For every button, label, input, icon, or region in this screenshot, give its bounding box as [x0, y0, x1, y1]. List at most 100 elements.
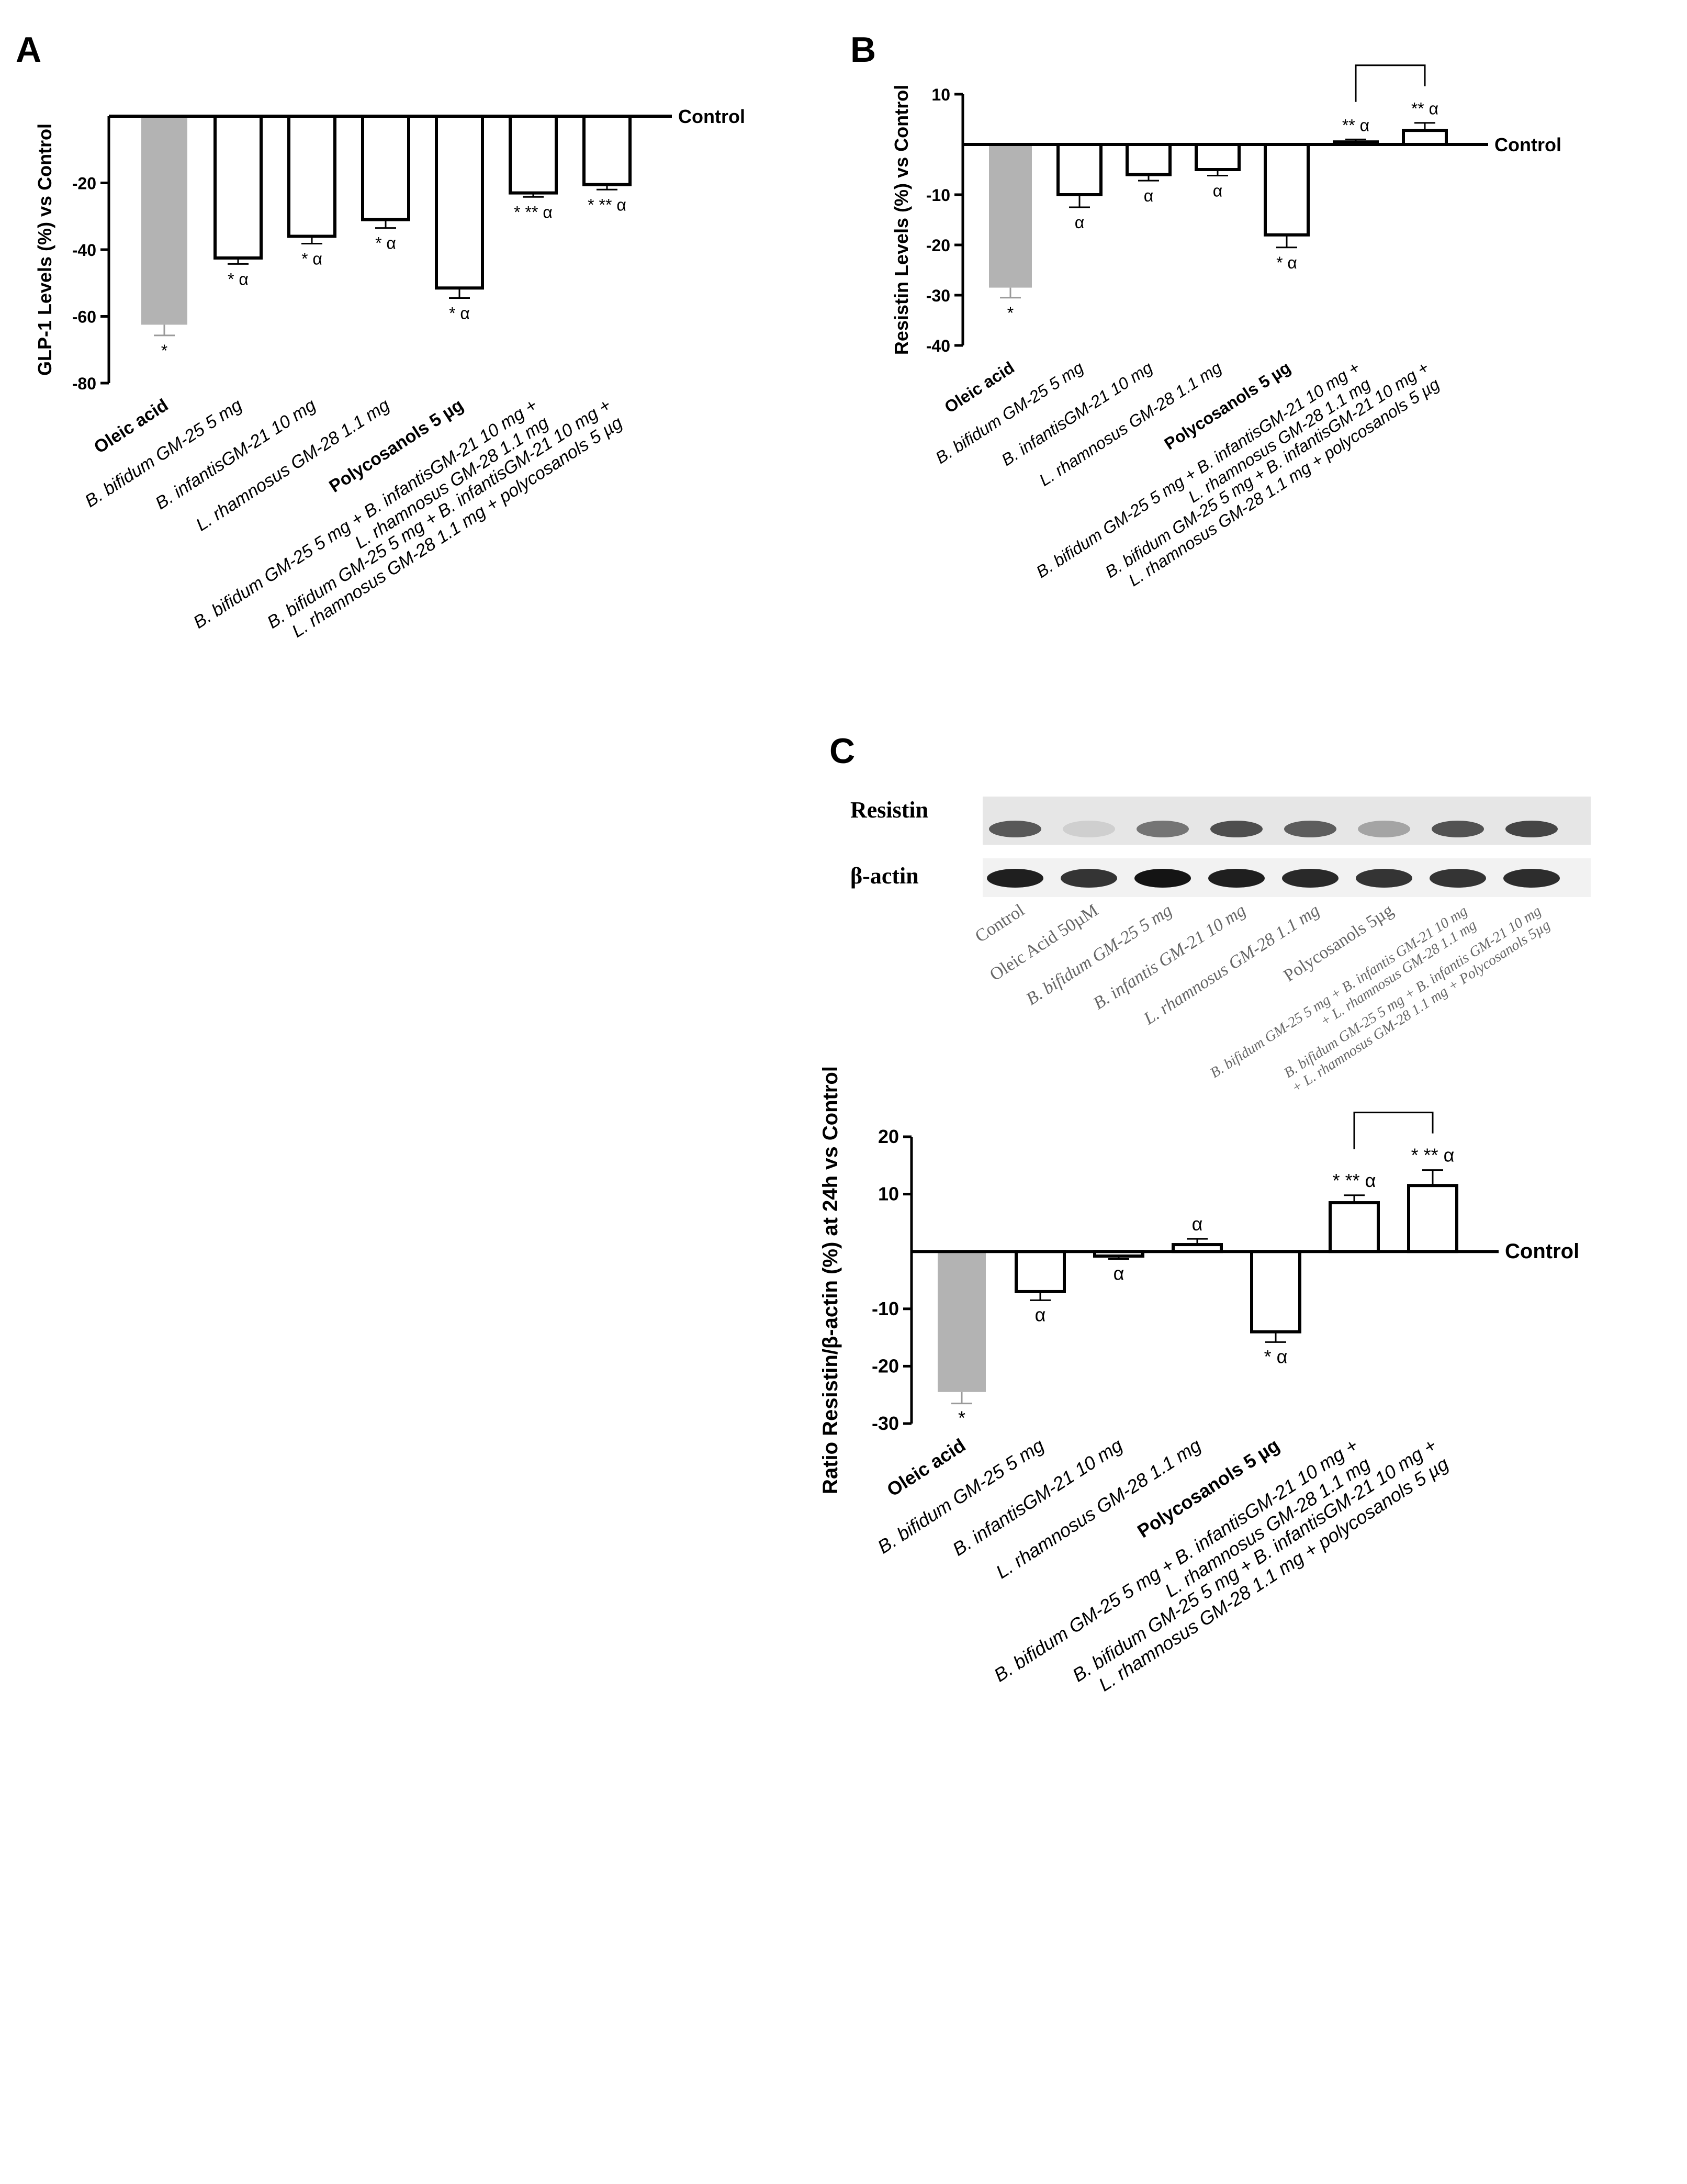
category-label-line: B. bifidum GM-25 5 mg + B. infantisGM-21…	[1069, 1434, 1440, 1686]
actin-band	[1134, 869, 1191, 888]
significance-label: α	[1035, 1304, 1046, 1325]
y-axis-label: Ratio Resistin/β-actin (%) at 24h vs Con…	[819, 1066, 842, 1494]
significance-label: α	[1114, 1262, 1124, 1284]
category-label: B. bifidum GM-25 5 mg + B. infantisGM-21…	[990, 1434, 1374, 1705]
category-label: B. bifidum GM-25 5 mg + B. infantisGM-21…	[264, 395, 626, 651]
significance-label: * α	[228, 270, 249, 288]
significance-label: α	[1144, 186, 1154, 205]
significance-bracket	[1355, 64, 1426, 102]
bar	[989, 144, 1032, 288]
panel-label-b: B	[850, 30, 876, 70]
bar	[435, 115, 484, 290]
bar	[1195, 143, 1241, 171]
resistin-band	[1432, 821, 1484, 837]
actin-band	[1356, 869, 1412, 888]
blot-row-label-actin: β-actin	[850, 863, 919, 889]
bar	[141, 116, 187, 325]
bar	[582, 115, 632, 186]
bar	[1402, 129, 1448, 146]
bar	[1250, 1250, 1301, 1334]
significance-label: *	[161, 341, 167, 360]
resistin-band	[1505, 821, 1558, 837]
control-label: Control	[1505, 1240, 1579, 1263]
y-tick-label: -80	[72, 374, 96, 393]
actin-band	[1061, 869, 1117, 888]
blot-row-label-resistin: Resistin	[850, 797, 928, 823]
y-tick-label: -30	[926, 286, 950, 305]
bar	[938, 1251, 986, 1392]
bar	[287, 115, 336, 238]
y-axis-label: GLP-1 Levels (%) vs Control	[34, 124, 55, 376]
y-tick-label: -20	[926, 236, 950, 255]
category-label-line: B. bifidum GM-25 5 mg + B. infantisGM-21…	[264, 395, 614, 633]
resistin-band	[1210, 821, 1263, 837]
chart-c: 20 10 -10 -20 -30 Ratio Resistin/β-actin (%) …	[819, 1066, 1579, 1705]
blot-strip-resistin	[983, 797, 1591, 845]
actin-band	[1503, 869, 1560, 888]
actin-band	[1208, 869, 1265, 888]
significance-label: * α	[1276, 253, 1297, 272]
resistin-band	[1137, 821, 1189, 837]
significance-label: * α	[375, 234, 396, 253]
actin-band	[1430, 869, 1486, 888]
significance-label: ** α	[1342, 116, 1369, 135]
y-tick-label: -10	[926, 186, 950, 205]
category-label-line: B. bifidum GM-25 5 mg + B. infantisGM-21…	[1102, 358, 1432, 581]
bar	[361, 115, 410, 221]
y-tick-label: -20	[872, 1355, 899, 1376]
actin-band	[987, 869, 1043, 888]
significance-label: * ** α	[588, 195, 626, 214]
blot-lane-label: Control	[972, 901, 1028, 947]
significance-bracket	[1353, 1112, 1434, 1149]
panel-label-a: A	[16, 30, 41, 70]
y-tick-label: 10	[931, 85, 950, 104]
significance-label: * ** α	[1411, 1145, 1455, 1166]
bar	[1329, 1201, 1380, 1253]
y-tick-label: -60	[72, 308, 96, 327]
bar	[1407, 1184, 1458, 1253]
category-label: B. bifidum GM-25 5 mg + B. infantisGM-21…	[1069, 1434, 1452, 1705]
blot-lane-label-line: B. bifidum GM-25 5 mg + B. infantis GM-2…	[1281, 903, 1544, 1081]
resistin-band	[989, 821, 1041, 837]
y-tick-label: -40	[72, 241, 96, 260]
chart-a: -20 -40 -60 -80 GLP-1 Levels (%) vs Control *…	[34, 106, 745, 651]
chart-b: 10 -10 -20 -30 -40 Resistin Levels (%) vs Con…	[891, 64, 1561, 598]
y-tick-label: -10	[872, 1298, 899, 1319]
significance-label: *	[958, 1407, 965, 1429]
category-label: B. bifidum GM-25 5 mg + B. infantisGM-21…	[190, 395, 552, 651]
control-label: Control	[678, 106, 745, 127]
resistin-band	[1063, 821, 1115, 837]
significance-label: α	[1213, 182, 1223, 200]
resistin-band	[1284, 821, 1336, 837]
blot-lane-label-line: Control	[972, 901, 1028, 947]
significance-label: * α	[301, 250, 322, 268]
y-axis-label: Resistin Levels (%) vs Control	[891, 85, 912, 355]
bar	[213, 115, 263, 260]
category-label: B. bifidum GM-25 5 mg + B. infantisGM-21…	[1102, 358, 1443, 598]
y-tick-label: -40	[926, 337, 950, 355]
significance-label: * α	[1264, 1346, 1288, 1367]
significance-label: * α	[449, 304, 470, 322]
bar	[1015, 1250, 1066, 1293]
panel-label-c: C	[829, 731, 855, 771]
bar	[509, 115, 558, 195]
actin-band	[1282, 869, 1339, 888]
y-tick-label: -30	[872, 1413, 899, 1434]
significance-label: α	[1075, 213, 1085, 232]
bar	[1264, 143, 1310, 237]
resistin-band	[1358, 821, 1410, 837]
y-tick-label: 10	[878, 1183, 899, 1205]
y-tick-label: 20	[878, 1126, 899, 1147]
bar	[1126, 143, 1172, 176]
control-label: Control	[1494, 134, 1561, 155]
blot-bands	[987, 821, 1560, 888]
bar	[1056, 143, 1103, 196]
significance-label: *	[1007, 304, 1014, 322]
significance-label: ** α	[1411, 99, 1438, 118]
significance-label: * ** α	[514, 203, 553, 221]
y-tick-label: -20	[72, 174, 96, 193]
category-label: B. bifidum GM-25 5 mg + B. infantisGM-21…	[1033, 358, 1374, 598]
